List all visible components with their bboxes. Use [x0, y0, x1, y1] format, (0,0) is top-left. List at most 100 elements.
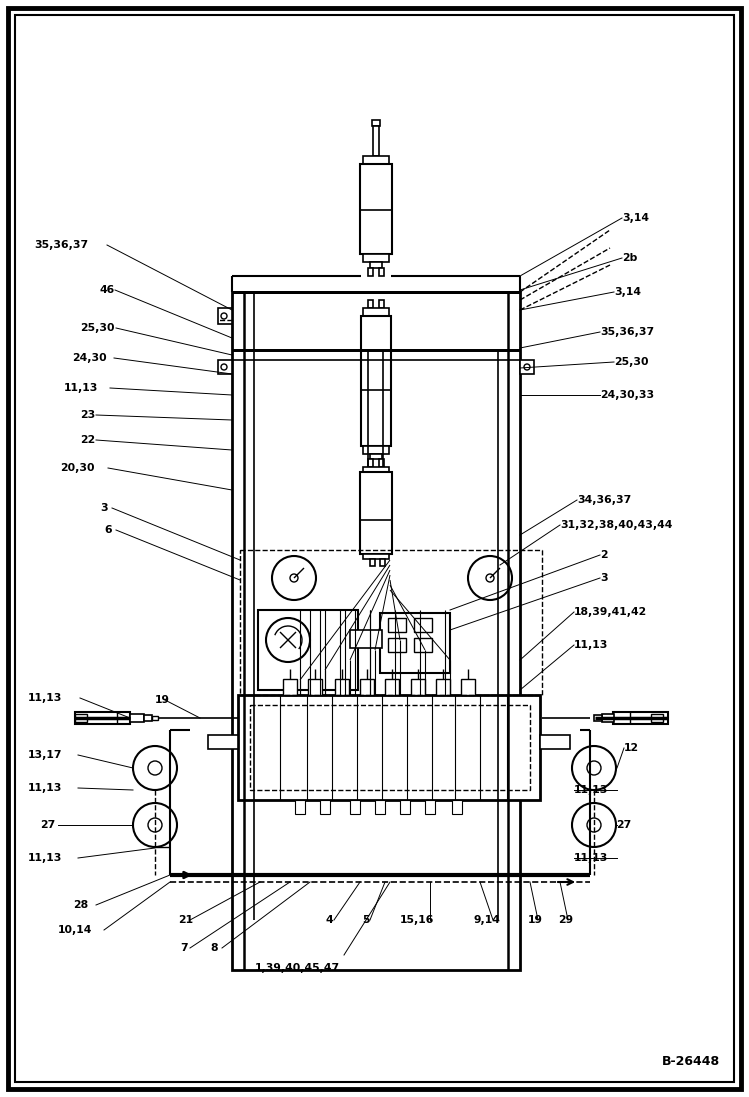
- Bar: [613, 712, 668, 724]
- Bar: [250, 705, 530, 790]
- Bar: [388, 638, 406, 652]
- Bar: [130, 714, 144, 722]
- Text: 22: 22: [80, 436, 95, 445]
- Bar: [540, 735, 570, 749]
- Bar: [372, 120, 380, 126]
- Bar: [361, 316, 391, 446]
- Bar: [363, 156, 389, 163]
- Bar: [363, 467, 389, 472]
- Bar: [370, 262, 382, 268]
- Bar: [380, 559, 385, 566]
- Text: 11,13: 11,13: [574, 640, 608, 651]
- Bar: [594, 715, 602, 721]
- Bar: [320, 800, 330, 814]
- Bar: [414, 638, 432, 652]
- Text: 2: 2: [600, 550, 607, 559]
- Text: 35,36,37: 35,36,37: [600, 327, 654, 337]
- Bar: [363, 255, 389, 262]
- Text: 11,13: 11,13: [28, 693, 62, 703]
- Bar: [368, 268, 373, 276]
- Text: 3,14: 3,14: [622, 213, 649, 223]
- Text: B-26448: B-26448: [662, 1055, 720, 1068]
- Bar: [335, 679, 349, 695]
- Bar: [414, 618, 432, 632]
- Text: 19: 19: [155, 695, 170, 705]
- Text: 12: 12: [624, 743, 639, 753]
- Text: 20,30: 20,30: [60, 463, 94, 473]
- Text: 46: 46: [100, 285, 115, 295]
- Bar: [385, 679, 399, 695]
- Bar: [360, 472, 392, 554]
- Text: 31,32,38,40,43,44: 31,32,38,40,43,44: [560, 520, 673, 530]
- Text: 11,13: 11,13: [574, 785, 608, 795]
- Text: 8: 8: [210, 943, 217, 953]
- Bar: [238, 695, 540, 800]
- Bar: [232, 292, 520, 970]
- Text: 4: 4: [326, 915, 333, 925]
- Text: 13,17: 13,17: [28, 750, 62, 760]
- Bar: [379, 299, 384, 308]
- Bar: [295, 800, 305, 814]
- Bar: [651, 714, 663, 722]
- Text: 25,30: 25,30: [80, 323, 115, 333]
- Bar: [379, 459, 384, 467]
- Bar: [379, 268, 384, 276]
- Bar: [425, 800, 435, 814]
- Bar: [602, 714, 614, 722]
- Text: 11,13: 11,13: [28, 783, 62, 793]
- Bar: [258, 610, 358, 690]
- Bar: [368, 459, 373, 467]
- Text: 11,13: 11,13: [64, 383, 98, 393]
- Bar: [350, 630, 382, 648]
- Text: 7: 7: [180, 943, 188, 953]
- Text: 25,30: 25,30: [614, 357, 649, 367]
- Bar: [283, 679, 297, 695]
- Text: 3,14: 3,14: [614, 287, 641, 297]
- Text: 6: 6: [104, 525, 112, 535]
- Text: 2b: 2b: [622, 253, 637, 263]
- Bar: [436, 679, 450, 695]
- Text: 10,14: 10,14: [58, 925, 92, 935]
- Bar: [350, 800, 360, 814]
- Text: 1,39,40,45,47: 1,39,40,45,47: [255, 963, 339, 973]
- Bar: [375, 800, 385, 814]
- Text: 5: 5: [362, 915, 369, 925]
- Text: 11,13: 11,13: [28, 853, 62, 863]
- Bar: [208, 735, 238, 749]
- Text: 18,39,41,42: 18,39,41,42: [574, 607, 647, 617]
- Bar: [218, 360, 232, 374]
- Text: 27: 27: [616, 819, 631, 830]
- Bar: [308, 679, 322, 695]
- Text: 19: 19: [528, 915, 543, 925]
- Bar: [411, 679, 425, 695]
- Bar: [144, 715, 152, 721]
- Text: 28: 28: [73, 900, 88, 911]
- Bar: [380, 613, 450, 672]
- Text: 27: 27: [40, 819, 55, 830]
- Text: 3: 3: [100, 504, 108, 513]
- Text: 21: 21: [178, 915, 193, 925]
- Bar: [370, 454, 382, 459]
- Bar: [218, 308, 232, 324]
- Bar: [360, 679, 374, 695]
- Text: 35,36,37: 35,36,37: [34, 240, 88, 250]
- Bar: [75, 712, 130, 724]
- Text: 24,30: 24,30: [72, 353, 106, 363]
- Text: 23: 23: [80, 410, 95, 420]
- Bar: [75, 714, 87, 722]
- Bar: [240, 550, 542, 695]
- Bar: [368, 299, 373, 308]
- Bar: [461, 679, 475, 695]
- Bar: [373, 126, 379, 156]
- Bar: [363, 446, 389, 454]
- Text: 34,36,37: 34,36,37: [577, 495, 631, 505]
- Bar: [400, 800, 410, 814]
- Bar: [452, 800, 462, 814]
- Bar: [152, 716, 158, 720]
- Text: 29: 29: [558, 915, 573, 925]
- Text: 24,30,33: 24,30,33: [600, 391, 654, 400]
- Text: 11,13: 11,13: [574, 853, 608, 863]
- Bar: [370, 559, 375, 566]
- Bar: [363, 554, 389, 559]
- Text: 9,14: 9,14: [473, 915, 500, 925]
